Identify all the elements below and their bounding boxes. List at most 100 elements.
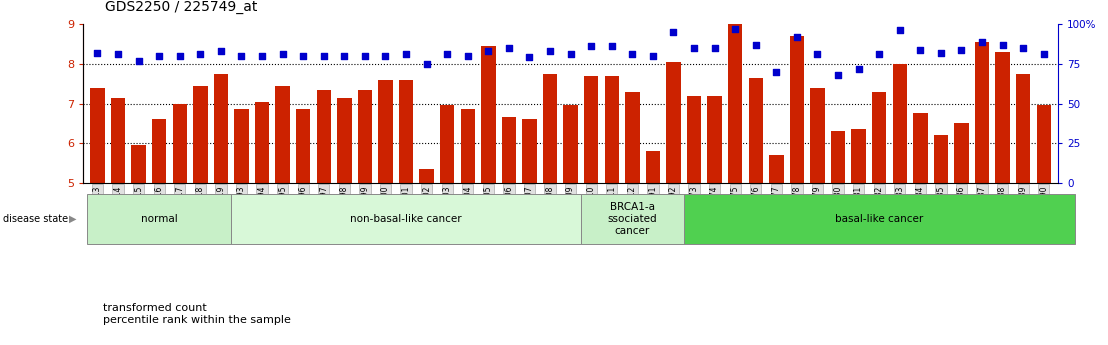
Bar bbox=[728, 24, 742, 183]
Bar bbox=[1016, 74, 1030, 183]
Point bbox=[953, 47, 971, 52]
Text: non-basal-like cancer: non-basal-like cancer bbox=[350, 214, 462, 224]
Bar bbox=[605, 76, 619, 183]
Point bbox=[932, 50, 950, 56]
FancyBboxPatch shape bbox=[88, 194, 232, 244]
Point bbox=[418, 61, 435, 67]
Bar bbox=[173, 104, 187, 183]
Bar bbox=[193, 86, 207, 183]
Bar bbox=[666, 62, 680, 183]
Point bbox=[788, 34, 806, 40]
Text: basal-like cancer: basal-like cancer bbox=[835, 214, 923, 224]
Bar bbox=[975, 42, 989, 183]
Bar bbox=[132, 145, 146, 183]
Point bbox=[644, 53, 661, 59]
Bar bbox=[749, 78, 763, 183]
Bar bbox=[440, 106, 454, 183]
Bar bbox=[461, 109, 475, 183]
Point bbox=[583, 43, 601, 49]
Point bbox=[870, 51, 888, 57]
Point bbox=[356, 53, 373, 59]
Text: disease state: disease state bbox=[3, 214, 69, 224]
Bar bbox=[831, 131, 845, 183]
Bar bbox=[399, 80, 413, 183]
Bar bbox=[790, 36, 804, 183]
Point bbox=[336, 53, 353, 59]
Text: ▶: ▶ bbox=[69, 214, 76, 224]
FancyBboxPatch shape bbox=[684, 194, 1075, 244]
Bar bbox=[584, 76, 598, 183]
Point bbox=[459, 53, 476, 59]
Bar bbox=[317, 90, 331, 183]
FancyBboxPatch shape bbox=[232, 194, 581, 244]
Point bbox=[521, 55, 538, 60]
Bar bbox=[687, 96, 701, 183]
Point bbox=[809, 51, 827, 57]
Point bbox=[1035, 51, 1053, 57]
Text: GDS2250 / 225749_at: GDS2250 / 225749_at bbox=[105, 0, 258, 14]
Bar bbox=[502, 117, 516, 183]
Bar bbox=[378, 80, 392, 183]
Bar bbox=[358, 90, 372, 183]
Bar bbox=[954, 124, 968, 183]
Point bbox=[130, 58, 147, 63]
Bar bbox=[522, 119, 536, 183]
Bar bbox=[1037, 106, 1051, 183]
Bar bbox=[152, 119, 166, 183]
Point bbox=[624, 51, 642, 57]
Point bbox=[768, 69, 786, 75]
Point bbox=[994, 42, 1012, 48]
Bar bbox=[214, 74, 228, 183]
Point bbox=[397, 51, 414, 57]
Bar bbox=[296, 109, 310, 183]
Bar bbox=[872, 91, 886, 183]
Text: normal: normal bbox=[141, 214, 177, 224]
Text: percentile rank within the sample: percentile rank within the sample bbox=[103, 315, 291, 325]
Bar bbox=[934, 135, 948, 183]
Point bbox=[912, 47, 930, 52]
Point bbox=[706, 45, 724, 51]
Bar bbox=[851, 129, 865, 183]
Text: BRCA1-a
ssociated
cancer: BRCA1-a ssociated cancer bbox=[607, 203, 657, 236]
Bar bbox=[810, 88, 824, 183]
Bar bbox=[255, 101, 269, 183]
Bar bbox=[90, 88, 104, 183]
Point bbox=[295, 53, 312, 59]
Point bbox=[274, 51, 291, 57]
Point bbox=[665, 29, 683, 35]
Point bbox=[829, 72, 847, 78]
Point bbox=[89, 50, 106, 56]
Bar bbox=[234, 109, 248, 183]
Point bbox=[891, 28, 909, 33]
Point bbox=[439, 51, 456, 57]
Point bbox=[500, 45, 517, 51]
Point bbox=[850, 66, 868, 71]
Point bbox=[315, 53, 332, 59]
Point bbox=[1014, 45, 1032, 51]
Bar bbox=[337, 98, 351, 183]
Bar bbox=[564, 106, 577, 183]
Point bbox=[603, 43, 620, 49]
Bar bbox=[481, 46, 495, 183]
Bar bbox=[913, 114, 927, 183]
Bar bbox=[893, 64, 907, 183]
Point bbox=[562, 51, 579, 57]
Bar bbox=[420, 169, 434, 183]
Point bbox=[377, 53, 394, 59]
Point bbox=[541, 48, 558, 54]
FancyBboxPatch shape bbox=[581, 194, 684, 244]
Bar bbox=[769, 155, 783, 183]
Point bbox=[973, 39, 991, 45]
Text: transformed count: transformed count bbox=[103, 303, 207, 313]
Bar bbox=[995, 52, 1009, 183]
Point bbox=[727, 26, 745, 32]
Point bbox=[233, 53, 250, 59]
Point bbox=[192, 51, 209, 57]
Bar bbox=[543, 74, 557, 183]
Point bbox=[110, 51, 127, 57]
Bar bbox=[707, 96, 721, 183]
Point bbox=[480, 48, 497, 54]
Bar bbox=[276, 86, 290, 183]
Bar bbox=[646, 151, 660, 183]
Point bbox=[151, 53, 168, 59]
